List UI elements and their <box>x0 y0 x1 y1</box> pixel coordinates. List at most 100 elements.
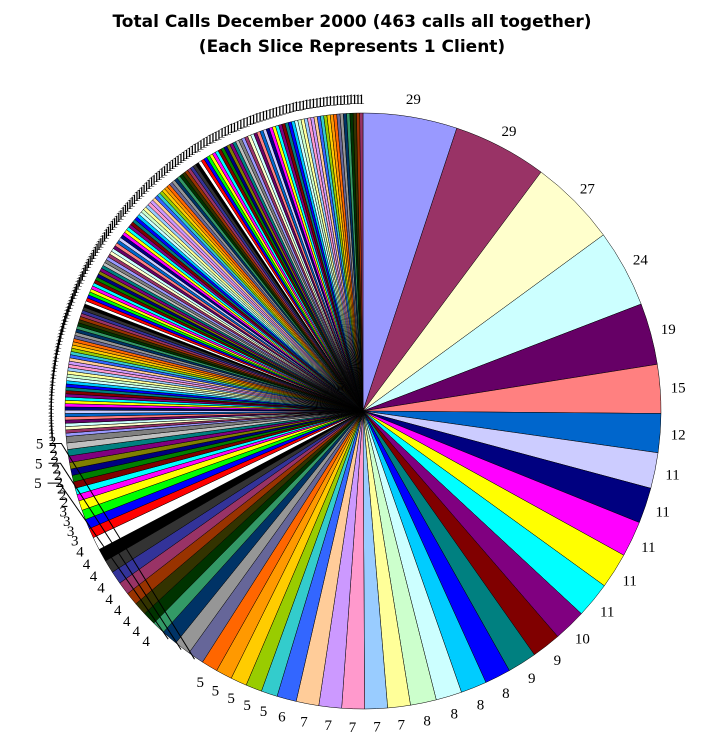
chart-subtitle: (Each Slice Represents 1 Client) <box>198 37 506 57</box>
slice-label-115: 1 <box>95 238 103 254</box>
slice-label-90: 1 <box>60 317 68 333</box>
slice-label-17: 8 <box>477 697 485 713</box>
slice-label-197: 1 <box>327 94 335 110</box>
slice-label-154: 1 <box>188 143 196 159</box>
slice-label-94: 1 <box>64 303 72 319</box>
slice-label-189: 1 <box>299 98 307 114</box>
slice-label-126: 1 <box>117 207 125 223</box>
slice-label-70: 1 <box>48 384 56 400</box>
slice-label-11: 11 <box>622 573 636 589</box>
slice-label-1: 29 <box>406 92 421 108</box>
slice-label-116: 1 <box>97 235 105 251</box>
slice-label-120: 1 <box>105 224 113 240</box>
slice-label-75: 1 <box>49 367 57 383</box>
slice-label-173: 1 <box>246 113 254 129</box>
slice-label-18: 8 <box>450 707 458 723</box>
slice-label-180: 1 <box>269 105 277 121</box>
slice-label-59: 1 <box>48 422 56 438</box>
slice-label-50: 2 <box>55 475 63 491</box>
slice-label-44: 3 <box>67 524 75 540</box>
slice-label-169: 1 <box>234 118 242 134</box>
slice-label-144: 1 <box>161 163 169 179</box>
slice-label-15: 9 <box>528 671 536 687</box>
slice-label-79: 1 <box>51 353 59 369</box>
slice-label-16: 8 <box>502 686 510 702</box>
slice-label-68: 1 <box>48 391 56 407</box>
slice-label-45: 3 <box>63 514 71 530</box>
slice-label-200: 1 <box>337 93 345 109</box>
slice-label-42: 4 <box>76 545 84 561</box>
slice-label-61: 1 <box>47 415 55 431</box>
slice-label-83: 1 <box>54 340 62 356</box>
slice-label-76: 1 <box>50 364 58 380</box>
slice-label-65: 1 <box>47 401 55 417</box>
slice-label-110: 1 <box>86 253 94 269</box>
slice-label-19: 8 <box>423 713 431 729</box>
slice-label-74: 1 <box>49 371 57 387</box>
slice-label-33: 5 <box>34 476 42 492</box>
slice-label-135: 1 <box>138 184 146 200</box>
slice-label-92: 1 <box>62 310 70 326</box>
slice-label-69: 1 <box>48 388 56 404</box>
slice-label-151: 1 <box>180 149 188 165</box>
slice-label-118: 1 <box>101 230 109 246</box>
slice-label-196: 1 <box>323 94 331 110</box>
slice-label-162: 1 <box>212 129 220 145</box>
data-labels: 2929272419151211111111111099888877777655… <box>34 92 685 736</box>
slice-label-107: 1 <box>81 262 89 278</box>
slice-label-41: 4 <box>83 557 91 573</box>
slice-label-77: 1 <box>50 360 58 376</box>
slice-label-165: 1 <box>221 124 229 140</box>
slice-label-100: 1 <box>71 284 79 300</box>
slice-label-12: 11 <box>600 605 614 621</box>
slice-label-85: 1 <box>55 333 63 349</box>
slice-label-71: 1 <box>48 381 56 397</box>
slice-label-32: 5 <box>35 456 43 472</box>
slice-label-190: 1 <box>303 97 311 113</box>
slice-label-176: 1 <box>256 110 264 126</box>
slice-label-141: 1 <box>153 170 161 186</box>
slice-label-149: 1 <box>174 153 182 169</box>
slice-label-191: 1 <box>306 97 314 113</box>
slice-label-108: 1 <box>83 259 91 275</box>
slice-label-122: 1 <box>109 218 117 234</box>
slice-label-28: 5 <box>227 691 235 707</box>
slice-label-142: 1 <box>155 168 163 184</box>
slice-label-163: 1 <box>215 127 223 143</box>
slice-label-103: 1 <box>75 275 83 291</box>
slice-label-158: 1 <box>200 136 208 152</box>
slice-label-109: 1 <box>85 256 93 272</box>
slice-label-153: 1 <box>185 145 193 161</box>
slice-label-63: 1 <box>47 408 55 424</box>
slice-label-179: 1 <box>266 106 274 122</box>
slice-label-30: 5 <box>196 675 204 691</box>
slice-label-192: 1 <box>310 96 318 112</box>
slice-label-138: 1 <box>145 177 153 193</box>
slice-label-31: 5 <box>36 437 44 453</box>
slice-label-184: 1 <box>283 102 291 118</box>
slice-label-93: 1 <box>63 307 71 323</box>
slice-label-101: 1 <box>73 281 81 297</box>
slice-label-53: 2 <box>51 455 59 471</box>
slice-label-82: 1 <box>53 343 61 359</box>
slice-label-36: 4 <box>123 614 131 630</box>
pie-slice-206 <box>359 112 364 412</box>
slice-label-106: 1 <box>80 265 88 281</box>
slice-label-178: 1 <box>263 107 271 123</box>
slice-label-159: 1 <box>203 134 211 150</box>
slice-label-64: 1 <box>47 405 55 421</box>
slice-label-174: 1 <box>250 112 258 128</box>
slice-label-47: 2 <box>61 495 69 511</box>
slice-label-182: 1 <box>276 103 284 119</box>
slice-label-150: 1 <box>177 151 185 167</box>
slice-label-20: 7 <box>398 718 406 734</box>
slice-label-40: 4 <box>90 569 98 585</box>
slice-label-185: 1 <box>286 101 294 117</box>
slice-label-80: 1 <box>52 350 60 366</box>
slice-label-73: 1 <box>49 374 57 390</box>
slice-label-166: 1 <box>224 123 232 139</box>
slice-label-183: 1 <box>279 102 287 118</box>
slice-label-91: 1 <box>61 313 69 329</box>
slice-label-164: 1 <box>218 126 226 142</box>
slice-label-161: 1 <box>209 131 217 147</box>
